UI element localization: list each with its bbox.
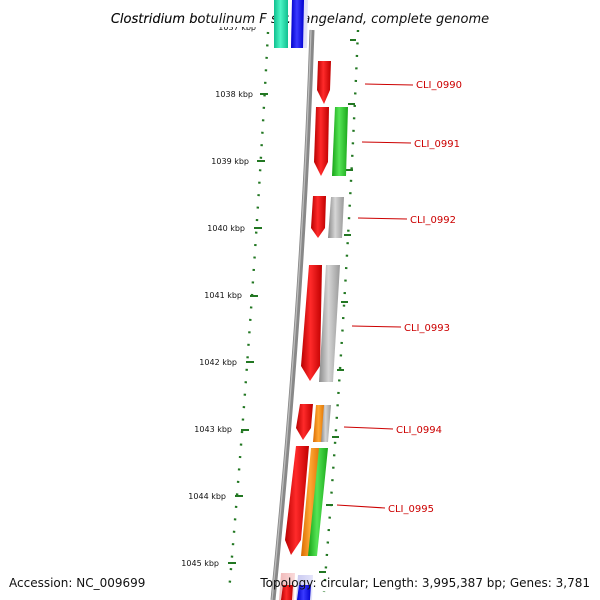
kbp-label-1039: 1039 kbp [211,157,249,166]
kbp-label-1045: 1045 kbp [181,559,219,568]
kbp-label-1037: 1037 kbp [218,23,256,32]
feature-bottom-red [281,585,293,600]
gene-label-cli-0992: CLI_0992 [410,215,456,226]
cds-cli-0992 [311,196,326,238]
topology-text: Topology: circular; Length: 3,995,387 bp… [260,576,590,590]
kbp-label-1038: 1038 kbp [215,90,253,99]
gene-label-cli-0995: CLI_0995 [388,504,434,515]
accession-text: Accession: NC_009699 [9,576,146,590]
cds-cli-0993 [301,265,322,381]
cds-cli-0991 [314,107,329,176]
kbp-label-1040: 1040 kbp [207,224,245,233]
gene-cli-0995-orange [301,448,321,556]
cds-cli-0995 [285,446,309,555]
kbp-label-1043: 1043 kbp [194,425,232,434]
gene-cli-0994-grey [321,405,331,442]
gene-label-leaders [336,83,414,509]
gene-cli-0991 [332,107,348,176]
kbp-label-1042: 1042 kbp [199,358,237,367]
gene-label-cli-0994: CLI_0994 [396,425,442,436]
gene-cli-0995-green [308,448,328,556]
feature-top-blue [291,0,304,48]
feature-top-teal [274,0,288,48]
outer-scale-dotted [322,29,360,593]
inner-scale-dotted [227,31,270,593]
gene-label-cli-0990: CLI_0990 [416,80,462,91]
gene-label-cli-0993: CLI_0993 [404,323,450,334]
gene-cli-0992 [328,197,344,238]
kbp-ticks [228,93,268,564]
gene-cli-0993 [319,265,340,382]
kbp-label-1044: 1044 kbp [188,492,226,501]
kbp-label-1041: 1041 kbp [204,291,242,300]
feature-bottom-blue [297,585,311,600]
genome-backbone [270,29,315,600]
cds-cli-0990 [317,61,331,104]
gene-label-cli-0991: CLI_0991 [414,139,460,150]
cds-cli-0994 [296,404,313,440]
outer-scale-ticks [319,39,356,573]
